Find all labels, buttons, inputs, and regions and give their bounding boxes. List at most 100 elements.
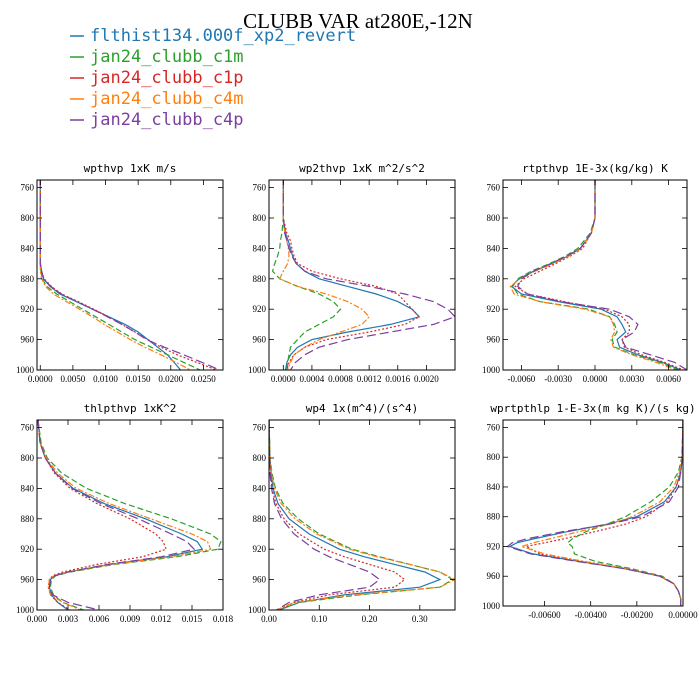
y-tick-label: 840 [21, 483, 35, 493]
x-tick-label: 0.0004 [300, 374, 325, 384]
y-tick-label: 880 [21, 514, 35, 524]
series-line [282, 180, 421, 370]
x-tick-label: -0.00200 [621, 610, 654, 620]
series-line [37, 420, 196, 610]
series-line [519, 420, 683, 606]
panel-title: rtpthvp 1E-3x(kg/kg) K [522, 162, 668, 175]
x-tick-label: 0.0150 [126, 374, 151, 384]
plot-frame [268, 179, 456, 371]
y-tick-label: 960 [487, 571, 501, 581]
y-tick-label: 1000 [16, 365, 35, 375]
legend-label: jan24_clubb_c1p [90, 68, 244, 88]
x-tick-label: 0.0050 [61, 374, 86, 384]
x-tick-label: 0.00 [261, 614, 277, 624]
x-tick-label: 0.000 [27, 614, 48, 624]
chart-panel: rtpthvp 1E-3x(kg/kg) K 760 800 840 880 920 960… [482, 162, 688, 384]
x-tick-label: 0.0000 [28, 374, 53, 384]
x-tick-label: 0.012 [151, 614, 171, 624]
panel-title: wprtpthlp 1-E-3x(m kg K)/(s kg) [490, 402, 695, 415]
y-tick-label: 880 [253, 274, 267, 284]
y-tick-label: 840 [487, 243, 501, 253]
series-group [509, 180, 687, 370]
chart-panel: thlpthvp 1xK^276080084088092096010000.00… [16, 402, 234, 624]
y-tick-label: 880 [487, 512, 501, 522]
y-tick-label: 800 [487, 213, 501, 223]
y-tick-label: 920 [253, 304, 267, 314]
y-tick-label: 880 [21, 274, 35, 284]
y-tick-label: 800 [253, 453, 267, 463]
x-tick-label: 0.0016 [385, 374, 410, 384]
x-tick-label: -0.00400 [575, 610, 608, 620]
x-tick-label: -0.00600 [528, 610, 561, 620]
legend-label: flthist134.000f_xp2_revert [90, 26, 356, 46]
y-tick-label: 760 [253, 423, 267, 433]
x-tick-label: -0.0030 [544, 374, 572, 384]
y-tick-label: 880 [253, 514, 267, 524]
x-tick-label: 0.20 [362, 614, 378, 624]
x-tick-label: 0.0012 [357, 374, 382, 384]
y-tick-label: 920 [487, 304, 501, 314]
y-tick-label: 800 [487, 452, 501, 462]
plot-frame [502, 419, 684, 607]
series-line [269, 420, 455, 610]
chart-panel: wpthvp 1xK m/s76080084088092096010000.00… [16, 162, 224, 384]
y-tick-label: 840 [253, 243, 267, 253]
y-tick-label: 960 [487, 335, 501, 345]
y-tick-label: 760 [487, 422, 501, 432]
x-tick-label: 0.0100 [93, 374, 118, 384]
y-tick-label: 960 [21, 335, 35, 345]
chart-panel: wp4 1x(m^4)/(s^4)76080084088092096010000… [248, 402, 456, 624]
series-line [39, 180, 191, 370]
series-group [37, 420, 222, 610]
x-tick-label: 0.006 [89, 614, 110, 624]
series-group [39, 180, 220, 370]
series-line [282, 180, 421, 370]
legend-label: jan24_clubb_c4m [90, 89, 244, 109]
y-tick-label: 920 [253, 544, 267, 554]
panel-title: thlpthvp 1xK^2 [84, 402, 177, 415]
plot-frame [36, 179, 224, 371]
y-tick-label: 800 [21, 453, 35, 463]
series-line [514, 180, 684, 370]
x-tick-label: 0.015 [182, 614, 203, 624]
y-tick-label: 960 [253, 575, 267, 585]
legend: flthist134.000f_xp2_revertjan24_clubb_c1… [70, 26, 356, 130]
series-line [510, 180, 682, 370]
x-tick-label: 0.0020 [414, 374, 439, 384]
series-line [282, 180, 455, 370]
y-tick-label: 1000 [16, 605, 35, 615]
x-tick-label: 0.0030 [619, 374, 644, 384]
series-line [37, 420, 212, 610]
x-tick-label: 0.003 [58, 614, 79, 624]
panel-title: wp4 1x(m^4)/(s^4) [306, 402, 419, 415]
y-tick-label: 800 [21, 213, 35, 223]
series-line [509, 180, 677, 370]
x-tick-label: 0.009 [120, 614, 141, 624]
x-tick-label: 0.00000 [668, 610, 698, 620]
y-tick-label: 1000 [482, 365, 501, 375]
series-line [512, 180, 679, 370]
panel-title: wp2thvp 1xK m^2/s^2 [299, 162, 425, 175]
chart-panel: wprtpthlp 1-E-3x(m kg K)/(s kg) 760 800 840… [482, 402, 698, 620]
series-line [516, 180, 687, 370]
x-tick-label: 0.10 [311, 614, 327, 624]
series-line [269, 420, 442, 610]
y-tick-label: 920 [21, 544, 35, 554]
y-tick-label: 1000 [482, 601, 501, 611]
series-group [269, 420, 455, 610]
series-line [269, 420, 454, 610]
y-tick-label: 1000 [248, 365, 267, 375]
x-tick-label: 0.0000 [271, 374, 296, 384]
plot-frame [268, 419, 456, 611]
y-tick-label: 960 [21, 575, 35, 585]
y-tick-label: 800 [253, 213, 267, 223]
panels: wpthvp 1xK m/s76080084088092096010000.00… [16, 162, 698, 624]
x-tick-label: 0.0008 [328, 374, 353, 384]
legend-label: jan24_clubb_c1m [90, 47, 244, 67]
x-tick-label: 0.0200 [158, 374, 183, 384]
y-tick-label: 880 [487, 274, 501, 284]
y-tick-label: 840 [21, 243, 35, 253]
panel-title: wpthvp 1xK m/s [84, 162, 177, 175]
x-tick-label: -0.0060 [508, 374, 536, 384]
